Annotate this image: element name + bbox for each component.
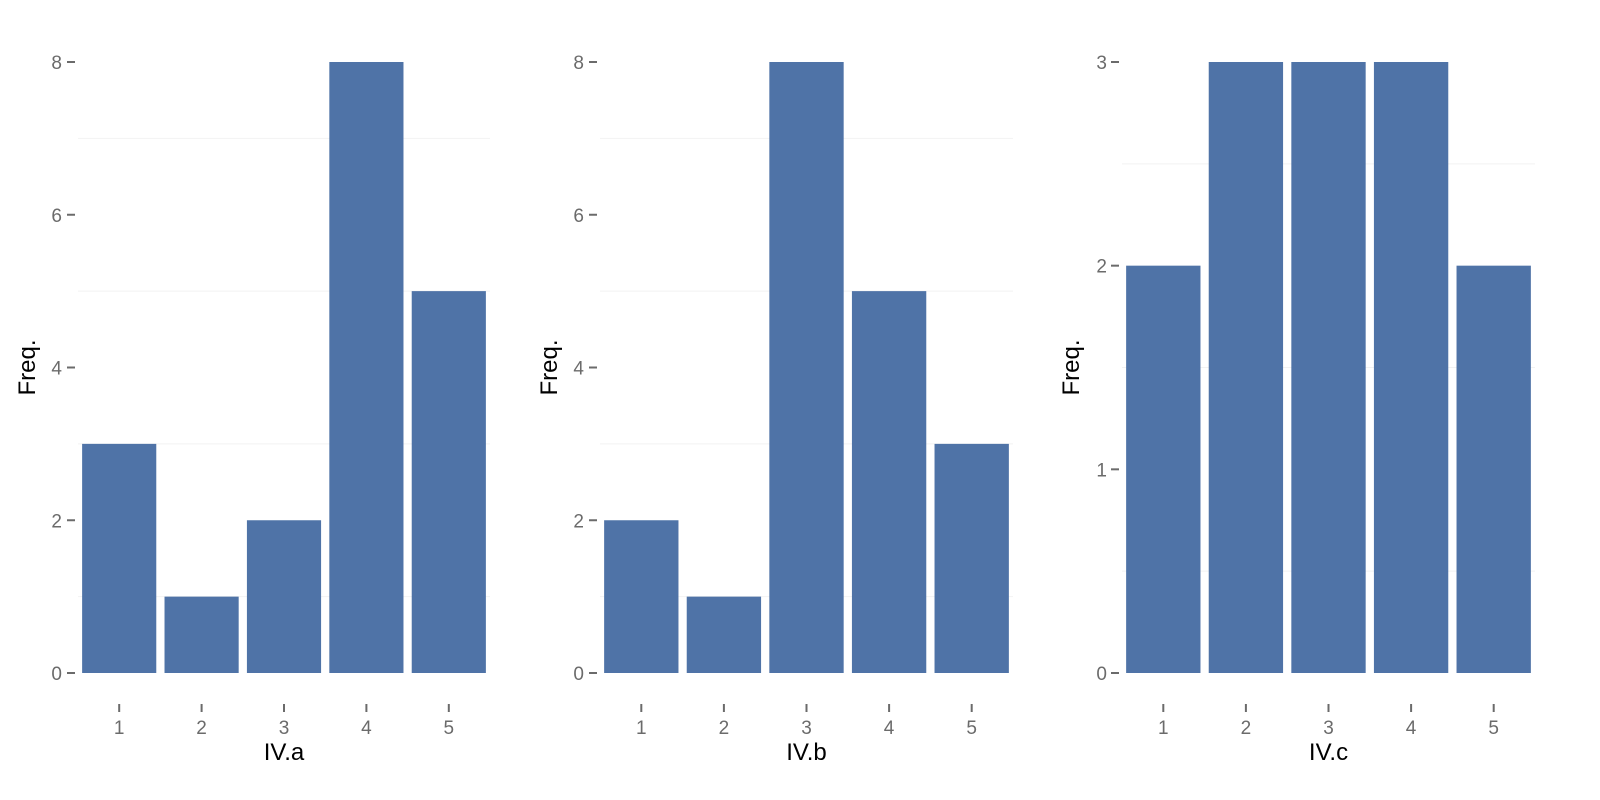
x-tick-label: 1 — [636, 718, 647, 739]
y-tick-label: 4 — [51, 359, 62, 380]
x-tick-label: 4 — [361, 718, 372, 739]
y-tick-label: 2 — [573, 511, 584, 532]
bar-1 — [604, 520, 679, 673]
x-tick-label: 3 — [279, 718, 290, 739]
bar-3 — [246, 520, 322, 673]
bar-2 — [1208, 62, 1284, 673]
y-tick-label: 8 — [51, 53, 62, 74]
bar-3 — [769, 62, 844, 673]
y-tick-label: 0 — [1096, 664, 1107, 685]
x-tick-label: 1 — [1158, 718, 1169, 739]
x-tick-label: 2 — [1241, 718, 1252, 739]
x-tick-label: 1 — [114, 718, 125, 739]
x-tick-label: 5 — [1488, 718, 1499, 739]
x-tick-label: 5 — [444, 718, 455, 739]
y-tick-label: 2 — [51, 511, 62, 532]
y-tick-label: 0 — [51, 664, 62, 685]
y-axis-title: Freq. — [1058, 339, 1085, 395]
bar-1 — [1126, 265, 1201, 673]
bar-2 — [686, 596, 762, 673]
y-tick-label: 6 — [573, 206, 584, 227]
y-axis-title: Freq. — [536, 339, 563, 395]
y-tick-label: 4 — [573, 359, 584, 380]
x-tick-label: 2 — [719, 718, 730, 739]
x-axis-title: IV.b — [786, 739, 827, 766]
x-tick-label: 4 — [884, 718, 895, 739]
bar-5 — [411, 291, 486, 673]
x-tick-label: 4 — [1406, 718, 1417, 739]
y-tick-label: 3 — [1096, 53, 1107, 74]
bar-2 — [164, 596, 239, 673]
y-tick-label: 8 — [573, 53, 584, 74]
bar-1 — [82, 443, 157, 673]
y-tick-label: 1 — [1096, 460, 1107, 481]
x-tick-label: 5 — [966, 718, 977, 739]
bar-5 — [934, 443, 1009, 673]
chart-panel-2: 1 2 3 4 5 0 2 4 6 8 IV.b Freq. — [536, 53, 1013, 766]
bar-3 — [1291, 62, 1366, 673]
bar-5 — [1456, 265, 1531, 673]
y-tick-label: 2 — [1096, 257, 1107, 278]
y-tick-label: 6 — [51, 206, 62, 227]
x-tick-label: 3 — [1323, 718, 1334, 739]
x-axis-title: IV.c — [1309, 739, 1348, 766]
x-tick-label: 2 — [196, 718, 207, 739]
bar-4 — [851, 291, 927, 673]
bar-4 — [1373, 62, 1449, 673]
y-tick-label: 0 — [573, 664, 584, 685]
x-axis-title: IV.a — [264, 739, 305, 766]
bar-4 — [329, 62, 404, 673]
y-axis-title: Freq. — [14, 339, 41, 395]
x-tick-label: 3 — [801, 718, 812, 739]
chart-panel-1: 1 2 3 4 5 0 2 4 6 8 IV.a Freq. — [14, 53, 490, 766]
